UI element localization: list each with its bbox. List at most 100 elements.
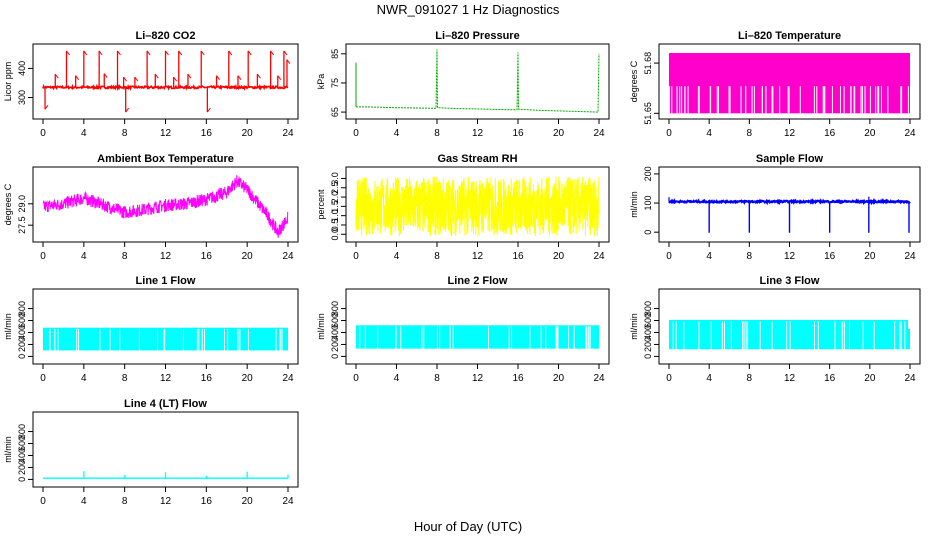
series-line	[42, 175, 289, 238]
x-tick-label: 24	[282, 251, 294, 262]
y-tick-label: 800	[330, 301, 340, 316]
y-tick-label: 0	[643, 354, 653, 359]
spike-tail-16	[187, 73, 192, 79]
x-tick-label: 8	[122, 373, 128, 384]
panel-title: Line 1 Flow	[136, 275, 196, 287]
y-tick-label: 200	[330, 337, 340, 352]
y-tick-label: 800	[643, 301, 653, 316]
y-tick-label: 3.0	[330, 172, 340, 185]
spike-tail-6	[103, 73, 108, 78]
x-tick-label: 16	[201, 128, 213, 139]
panel-title: Gas Stream RH	[437, 153, 517, 165]
spike-tail-25	[277, 75, 282, 80]
spike-tail-1	[54, 73, 59, 79]
y-axis-label: ml/min	[629, 313, 639, 340]
y-tick-label: 1.5	[330, 200, 340, 213]
y-tick-label: 27.5	[17, 216, 27, 234]
spike-tail-11	[146, 50, 151, 56]
plot-area-li820temp	[668, 53, 910, 114]
spike-tail-27	[286, 59, 291, 64]
spike-tail-18	[206, 107, 211, 113]
panel-title: Sample Flow	[756, 153, 824, 165]
plot-area-line1	[43, 327, 288, 351]
x-tick-label: 0	[353, 251, 359, 262]
y-tick-label: 1.0	[330, 209, 340, 222]
x-tick-label: 24	[282, 373, 294, 384]
y-tick-label: 0.5	[330, 219, 340, 232]
x-tick-label: 16	[824, 128, 836, 139]
y-tick-label: 400	[17, 61, 27, 76]
x-tick-label: 8	[434, 373, 440, 384]
x-tick-label: 0	[666, 128, 672, 139]
spike-tail-26	[283, 50, 288, 56]
panel-title: Li–820 Pressure	[435, 30, 519, 42]
y-tick-label: 400	[17, 325, 27, 340]
spike-tail-7	[117, 50, 121, 56]
y-tick-label: 400	[17, 448, 27, 463]
x-tick-label: 24	[593, 373, 605, 384]
y-axis-label: percent	[316, 189, 326, 220]
x-tick-label: 24	[593, 128, 605, 139]
x-tick-label: 12	[160, 251, 172, 262]
panel-title: Line 4 (LT) Flow	[124, 398, 207, 410]
panel-ambient: Ambient Box Temperature 0 4 8 12 16 20 24 27.5 29…	[3, 153, 299, 262]
spike-tail-2	[66, 50, 70, 56]
x-tick-label: 8	[747, 373, 753, 384]
panel-title: Line 3 Flow	[760, 275, 820, 287]
x-tick-label: 20	[553, 251, 565, 262]
x-tick-label: 12	[472, 128, 484, 139]
y-axis-label: ml/min	[629, 191, 639, 218]
y-tick-label: 2.5	[330, 181, 340, 194]
x-tick-label: 12	[784, 128, 796, 139]
panel-line4: Line 4 (LT) Flow 0 4 8 12 16 20 24 0 200400600800…	[3, 398, 299, 507]
end-notch	[907, 319, 910, 329]
x-tick-label: 24	[904, 373, 916, 384]
x-tick-label: 24	[904, 251, 916, 262]
spike-tail-14	[173, 76, 178, 82]
y-tick-label: 2.0	[330, 191, 340, 204]
panel-title: Ambient Box Temperature	[97, 153, 234, 165]
y-tick-label: 200	[643, 166, 653, 181]
plot-area-rh	[355, 176, 600, 237]
y-tick-label: 800	[17, 424, 27, 439]
y-tick-label: 0	[17, 477, 27, 482]
x-tick-label: 12	[160, 373, 172, 384]
figure-xlabel: Hour of Day (UTC)	[414, 519, 522, 534]
plot-area-pressure	[355, 49, 600, 113]
y-tick-label: 0	[330, 354, 340, 359]
x-tick-label: 12	[784, 251, 796, 262]
x-tick-label: 4	[394, 251, 400, 262]
y-tick-label: 600	[17, 313, 27, 328]
spike-tail-17	[200, 50, 205, 56]
x-tick-label: 0	[666, 251, 672, 262]
x-tick-label: 8	[747, 251, 753, 262]
panel-rh: Gas Stream RH 0 4 8 12 16 20 24 0.00.51.01.52.02…	[316, 153, 610, 262]
y-tick-label: 0	[643, 230, 653, 235]
spike-tail-24	[270, 50, 275, 56]
x-tick-label: 4	[81, 251, 87, 262]
x-tick-label: 8	[122, 128, 128, 139]
spike-tail-20	[228, 50, 233, 56]
x-tick-label: 20	[864, 251, 876, 262]
y-axis-label: ml/min	[3, 436, 13, 463]
y-tick-label: 51.65	[643, 102, 653, 125]
spike-tail-15	[178, 50, 183, 56]
x-tick-label: 12	[472, 251, 484, 262]
spike-tail-8	[123, 76, 128, 82]
y-axis-label: degrees C	[3, 183, 13, 225]
x-tick-label: 4	[81, 373, 87, 384]
y-tick-label: 0	[17, 354, 27, 359]
plot-area-line4	[43, 471, 289, 479]
series-band	[669, 319, 910, 350]
x-tick-label: 8	[122, 251, 128, 262]
x-tick-label: 16	[201, 373, 213, 384]
x-tick-label: 8	[747, 128, 753, 139]
y-tick-label: 200	[643, 337, 653, 352]
figure-title: NWR_091027 1 Hz Diagnostics	[377, 2, 560, 17]
panel-co2: Li–820 CO2 0 4 8 12 16 20 24 300 400 Licor ppm	[3, 30, 299, 139]
